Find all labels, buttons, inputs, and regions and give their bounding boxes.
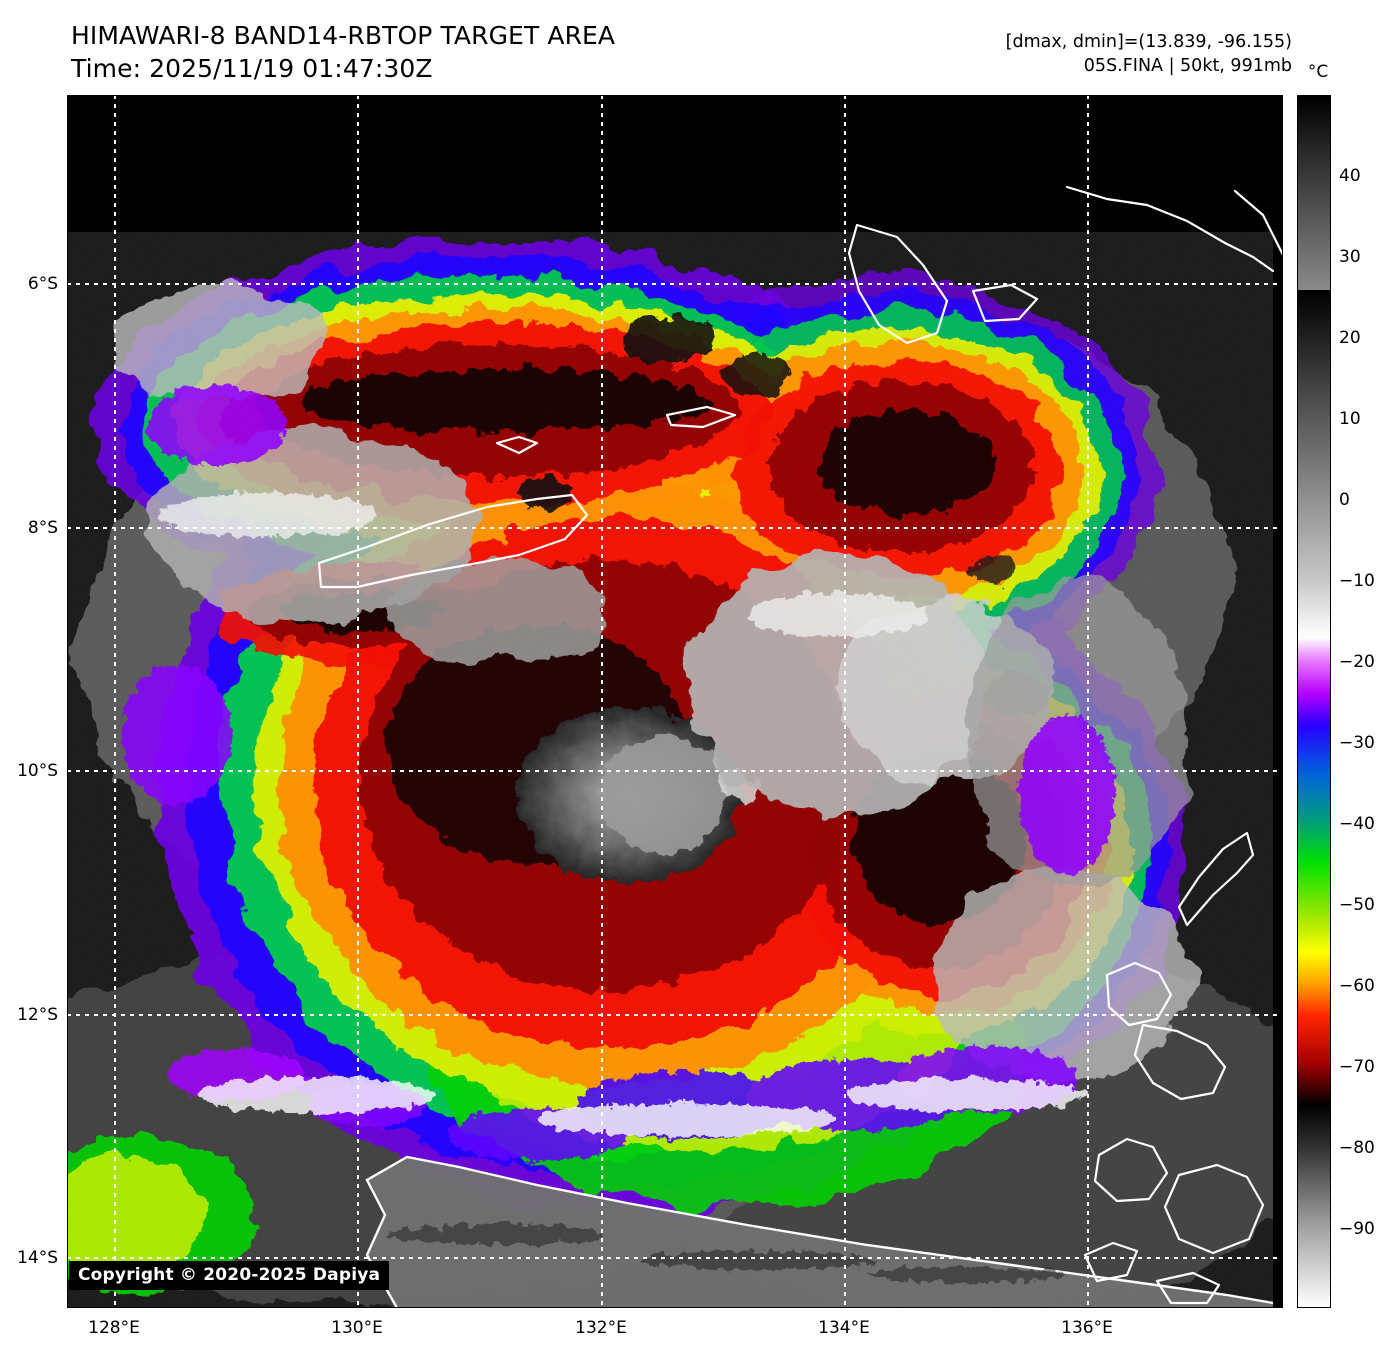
colorbar-tick-10: 10 (1339, 409, 1361, 429)
y-tick-label-12S: 12°S (17, 1005, 58, 1025)
colorbar-tick-m50: −50 (1339, 895, 1375, 915)
satellite-imagery-canvas (67, 95, 1283, 1308)
colorbar-tick-m30: −30 (1339, 733, 1375, 753)
colorbar-tick-0: 0 (1339, 490, 1350, 510)
colorbar-tick-20: 20 (1339, 328, 1361, 348)
colorbar-tick-40: 40 (1339, 166, 1361, 186)
colorbar-tick-m40: −40 (1339, 814, 1375, 834)
coastline-overlay (317, 185, 1283, 1305)
y-tick-label-8S: 8°S (27, 518, 58, 538)
colorbar-tick-m90: −90 (1339, 1219, 1375, 1239)
y-tick-label-14S: 14°S (17, 1248, 58, 1268)
colorbar-tick-m20: −20 (1339, 652, 1375, 672)
y-tick-label-10S: 10°S (17, 761, 58, 781)
x-tick-label-130E: 130°E (331, 1318, 383, 1338)
product-title: HIMAWARI-8 BAND14-RBTOP TARGET AREA (71, 21, 616, 50)
ir-cloud-field (67, 232, 1273, 1308)
storm-info-label: 05S.FINA | 50kt, 991mb (1083, 55, 1292, 76)
page-title: HIMAWARI-8 BAND14-RBTOP TARGET AREA Time… (71, 20, 615, 85)
colorbar-tick-30: 30 (1339, 247, 1361, 267)
copyright-watermark: Copyright © 2020-2025 Dapiya (69, 1261, 390, 1290)
satellite-image-plot[interactable]: Copyright © 2020-2025 Dapiya (67, 95, 1283, 1308)
dmax-dmin-label: [dmax, dmin]=(13.839, -96.155) (1005, 32, 1292, 52)
timestamp-label: Time: 2025/11/19 01:47:30Z (71, 53, 433, 83)
y-tick-label-6S: 6°S (27, 274, 58, 294)
x-tick-label-132E: 132°E (575, 1318, 627, 1338)
colorbar-tick-m10: −10 (1339, 571, 1375, 591)
colorbar-tick-m80: −80 (1339, 1138, 1375, 1158)
colorbar[interactable] (1297, 95, 1331, 1308)
metadata-block: [dmax, dmin]=(13.839, -96.155) 05S.FINA … (1006, 31, 1292, 78)
colorbar-unit-label: °C (1307, 62, 1329, 82)
colorbar-gradient (1298, 96, 1330, 1307)
x-tick-label-128E: 128°E (88, 1318, 140, 1338)
colorbar-tick-m60: −60 (1339, 976, 1375, 996)
colorbar-tick-m70: −70 (1339, 1057, 1375, 1077)
x-tick-label-134E: 134°E (818, 1318, 870, 1338)
x-tick-label-136E: 136°E (1061, 1318, 1113, 1338)
